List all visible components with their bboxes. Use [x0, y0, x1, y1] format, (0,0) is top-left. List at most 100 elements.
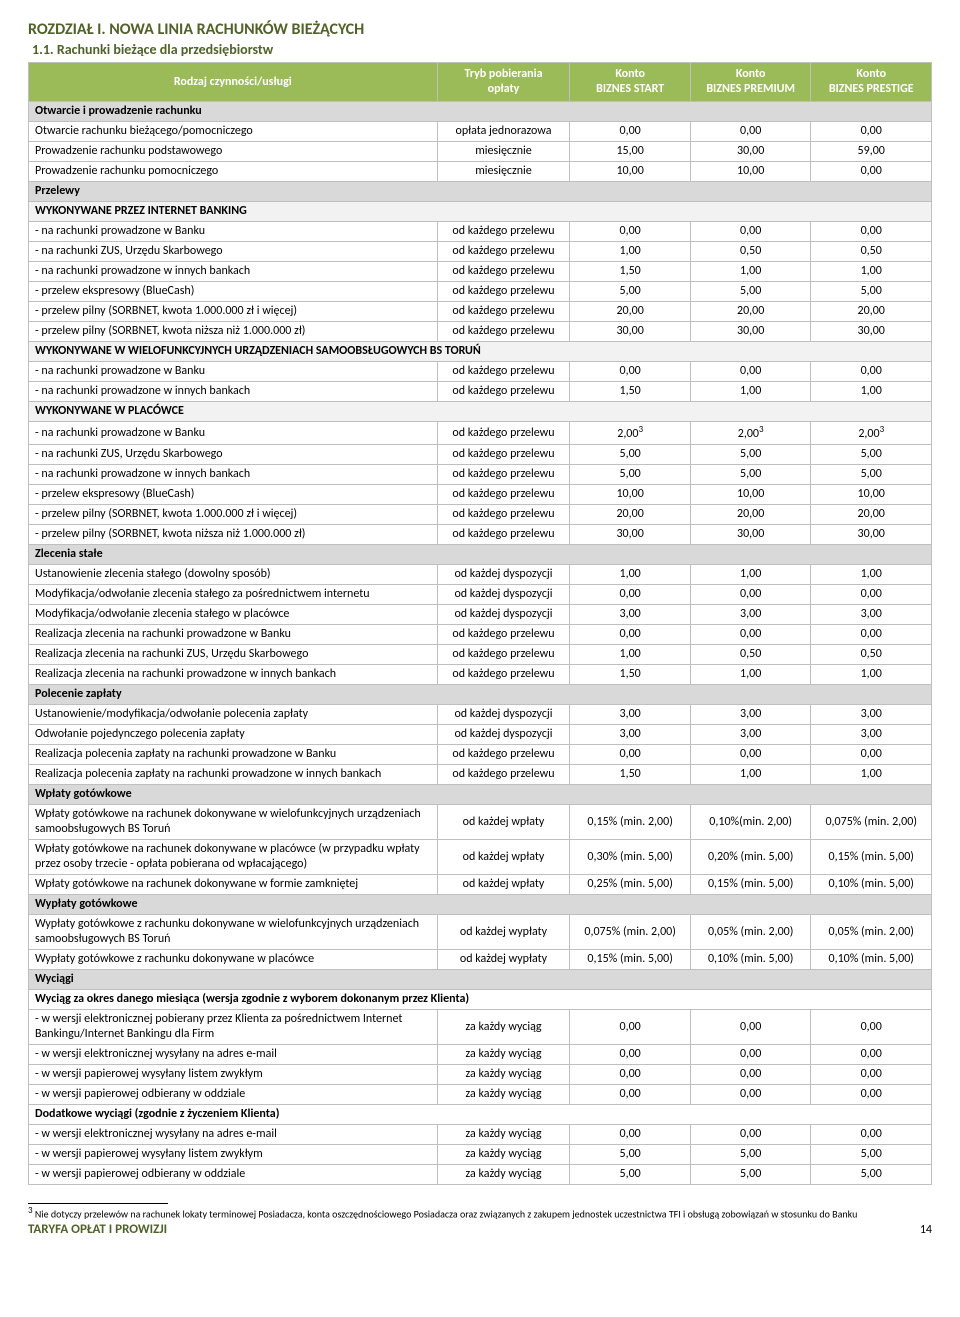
row-value: 1,00	[811, 665, 932, 685]
row-value: 2,003	[570, 422, 691, 445]
table-row: - w wersji papierowej odbierany w oddzia…	[29, 1165, 932, 1185]
row-value: 0,00	[811, 625, 932, 645]
row-label: - na rachunki prowadzone w Banku	[29, 362, 438, 382]
row-value: 5,00	[811, 445, 932, 465]
table-row: Wpłaty gotówkowe na rachunek dokonywane …	[29, 805, 932, 840]
row-fee-type: za każdy wyciąg	[437, 1065, 570, 1085]
row-value: 2,003	[811, 422, 932, 445]
row-value: 0,00	[570, 1065, 691, 1085]
row-value: 0,00	[570, 585, 691, 605]
row-value: 20,00	[811, 505, 932, 525]
row-value: 0,30% (min. 5,00)	[570, 840, 691, 875]
row-fee-type: od każdego przelewu	[437, 382, 570, 402]
row-value: 0,00	[690, 222, 811, 242]
table-row: Realizacja zlecenia na rachunki prowadzo…	[29, 625, 932, 645]
table-row: Wpłaty gotówkowe na rachunek dokonywane …	[29, 840, 932, 875]
row-value: 2,003	[690, 422, 811, 445]
table-row: Prowadzenie rachunku pomocniczegomiesięc…	[29, 162, 932, 182]
row-fee-type: od każdego przelewu	[437, 765, 570, 785]
row-value: 1,00	[811, 262, 932, 282]
fee-table: Rodzaj czynności/usługi Tryb pobieraniao…	[28, 62, 932, 1185]
row-fee-type: za każdy wyciąg	[437, 1045, 570, 1065]
table-row: - przelew pilny (SORBNET, kwota niższa n…	[29, 525, 932, 545]
row-label: Wpłaty gotówkowe	[29, 785, 932, 805]
row-fee-type: za każdy wyciąg	[437, 1085, 570, 1105]
row-value: 15,00	[570, 142, 691, 162]
row-label: - przelew pilny (SORBNET, kwota niższa n…	[29, 525, 438, 545]
row-fee-type: od każdej wypłaty	[437, 915, 570, 950]
table-row: - na rachunki prowadzone w innych bankac…	[29, 262, 932, 282]
row-label: - przelew pilny (SORBNET, kwota niższa n…	[29, 322, 438, 342]
row-fee-type: od każdej wpłaty	[437, 840, 570, 875]
row-fee-type: od każdego przelewu	[437, 262, 570, 282]
row-value: 1,00	[570, 242, 691, 262]
table-row: Realizacja zlecenia na rachunki prowadzo…	[29, 665, 932, 685]
row-value: 0,00	[811, 1065, 932, 1085]
table-row: Odwołanie pojedynczego polecenia zapłaty…	[29, 725, 932, 745]
row-value: 5,00	[811, 1145, 932, 1165]
table-row: Wypłaty gotówkowe	[29, 895, 932, 915]
row-value: 3,00	[570, 605, 691, 625]
row-value: 0,00	[690, 122, 811, 142]
row-value: 1,00	[811, 565, 932, 585]
row-label: - przelew ekspresowy (BlueCash)	[29, 282, 438, 302]
table-row: - w wersji papierowej wysyłany listem zw…	[29, 1145, 932, 1165]
table-row: Wyciąg za okres danego miesiąca (wersja …	[29, 990, 932, 1010]
row-label: Prowadzenie rachunku podstawowego	[29, 142, 438, 162]
col-rodzaj: Rodzaj czynności/usługi	[29, 63, 438, 102]
row-value: 30,00	[690, 525, 811, 545]
row-value: 5,00	[690, 282, 811, 302]
row-value: 1,00	[690, 565, 811, 585]
row-label: Wpłaty gotówkowe na rachunek dokonywane …	[29, 840, 438, 875]
row-value: 0,05% (min. 2,00)	[811, 915, 932, 950]
row-value: 30,00	[570, 322, 691, 342]
table-row: - przelew pilny (SORBNET, kwota 1.000.00…	[29, 505, 932, 525]
row-value: 20,00	[811, 302, 932, 322]
row-value: 1,50	[570, 665, 691, 685]
row-fee-type: miesięcznie	[437, 162, 570, 182]
row-fee-type: opłata jednorazowa	[437, 122, 570, 142]
row-value: 0,00	[570, 222, 691, 242]
row-value: 0,15% (min. 5,00)	[570, 950, 691, 970]
row-value: 0,00	[690, 362, 811, 382]
row-value: 1,00	[690, 665, 811, 685]
row-value: 0,00	[570, 362, 691, 382]
table-row: Realizacja polecenia zapłaty na rachunki…	[29, 745, 932, 765]
row-value: 10,00	[570, 485, 691, 505]
table-row: - przelew ekspresowy (BlueCash)od każdeg…	[29, 282, 932, 302]
table-row: - na rachunki prowadzone w innych bankac…	[29, 465, 932, 485]
row-label: WYKONYWANE W WIELOFUNKCYJNYCH URZĄDZENIA…	[29, 342, 932, 362]
row-label: - przelew pilny (SORBNET, kwota 1.000.00…	[29, 505, 438, 525]
col-prestige: KontoBIZNES PRESTIGE	[811, 63, 932, 102]
table-row: Przelewy	[29, 182, 932, 202]
row-value: 5,00	[690, 1165, 811, 1185]
table-row: - na rachunki prowadzone w innych bankac…	[29, 382, 932, 402]
table-row: WYKONYWANE W WIELOFUNKCYJNYCH URZĄDZENIA…	[29, 342, 932, 362]
footer-page: 14	[920, 1223, 932, 1237]
row-value: 0,00	[570, 1085, 691, 1105]
row-label: - na rachunki ZUS, Urzędu Skarbowego	[29, 242, 438, 262]
row-value: 1,00	[570, 565, 691, 585]
row-value: 0,00	[570, 745, 691, 765]
row-value: 0,00	[690, 745, 811, 765]
row-fee-type: za każdy wyciąg	[437, 1165, 570, 1185]
row-value: 0,075% (min. 2,00)	[811, 805, 932, 840]
row-value: 59,00	[811, 142, 932, 162]
row-value: 1,50	[570, 765, 691, 785]
table-row: Ustanowienie/modyfikacja/odwołanie polec…	[29, 705, 932, 725]
row-value: 0,10% (min. 5,00)	[811, 875, 932, 895]
row-value: 0,15% (min. 5,00)	[811, 840, 932, 875]
row-label: Wypłaty gotówkowe z rachunku dokonywane …	[29, 915, 438, 950]
row-fee-type: od każdego przelewu	[437, 745, 570, 765]
row-fee-type: od każdego przelewu	[437, 322, 570, 342]
row-value: 0,00	[570, 625, 691, 645]
footnote: 3 Nie dotyczy przelewów na rachunek loka…	[28, 1206, 932, 1220]
row-label: Realizacja polecenia zapłaty na rachunki…	[29, 745, 438, 765]
row-label: Modyfikacja/odwołanie zlecenia stałego w…	[29, 605, 438, 625]
table-row: Polecenie zapłaty	[29, 685, 932, 705]
row-fee-type: za każdy wyciąg	[437, 1145, 570, 1165]
row-value: 20,00	[570, 302, 691, 322]
row-value: 5,00	[811, 282, 932, 302]
row-value: 3,00	[570, 725, 691, 745]
row-value: 0,10% (min. 5,00)	[811, 950, 932, 970]
